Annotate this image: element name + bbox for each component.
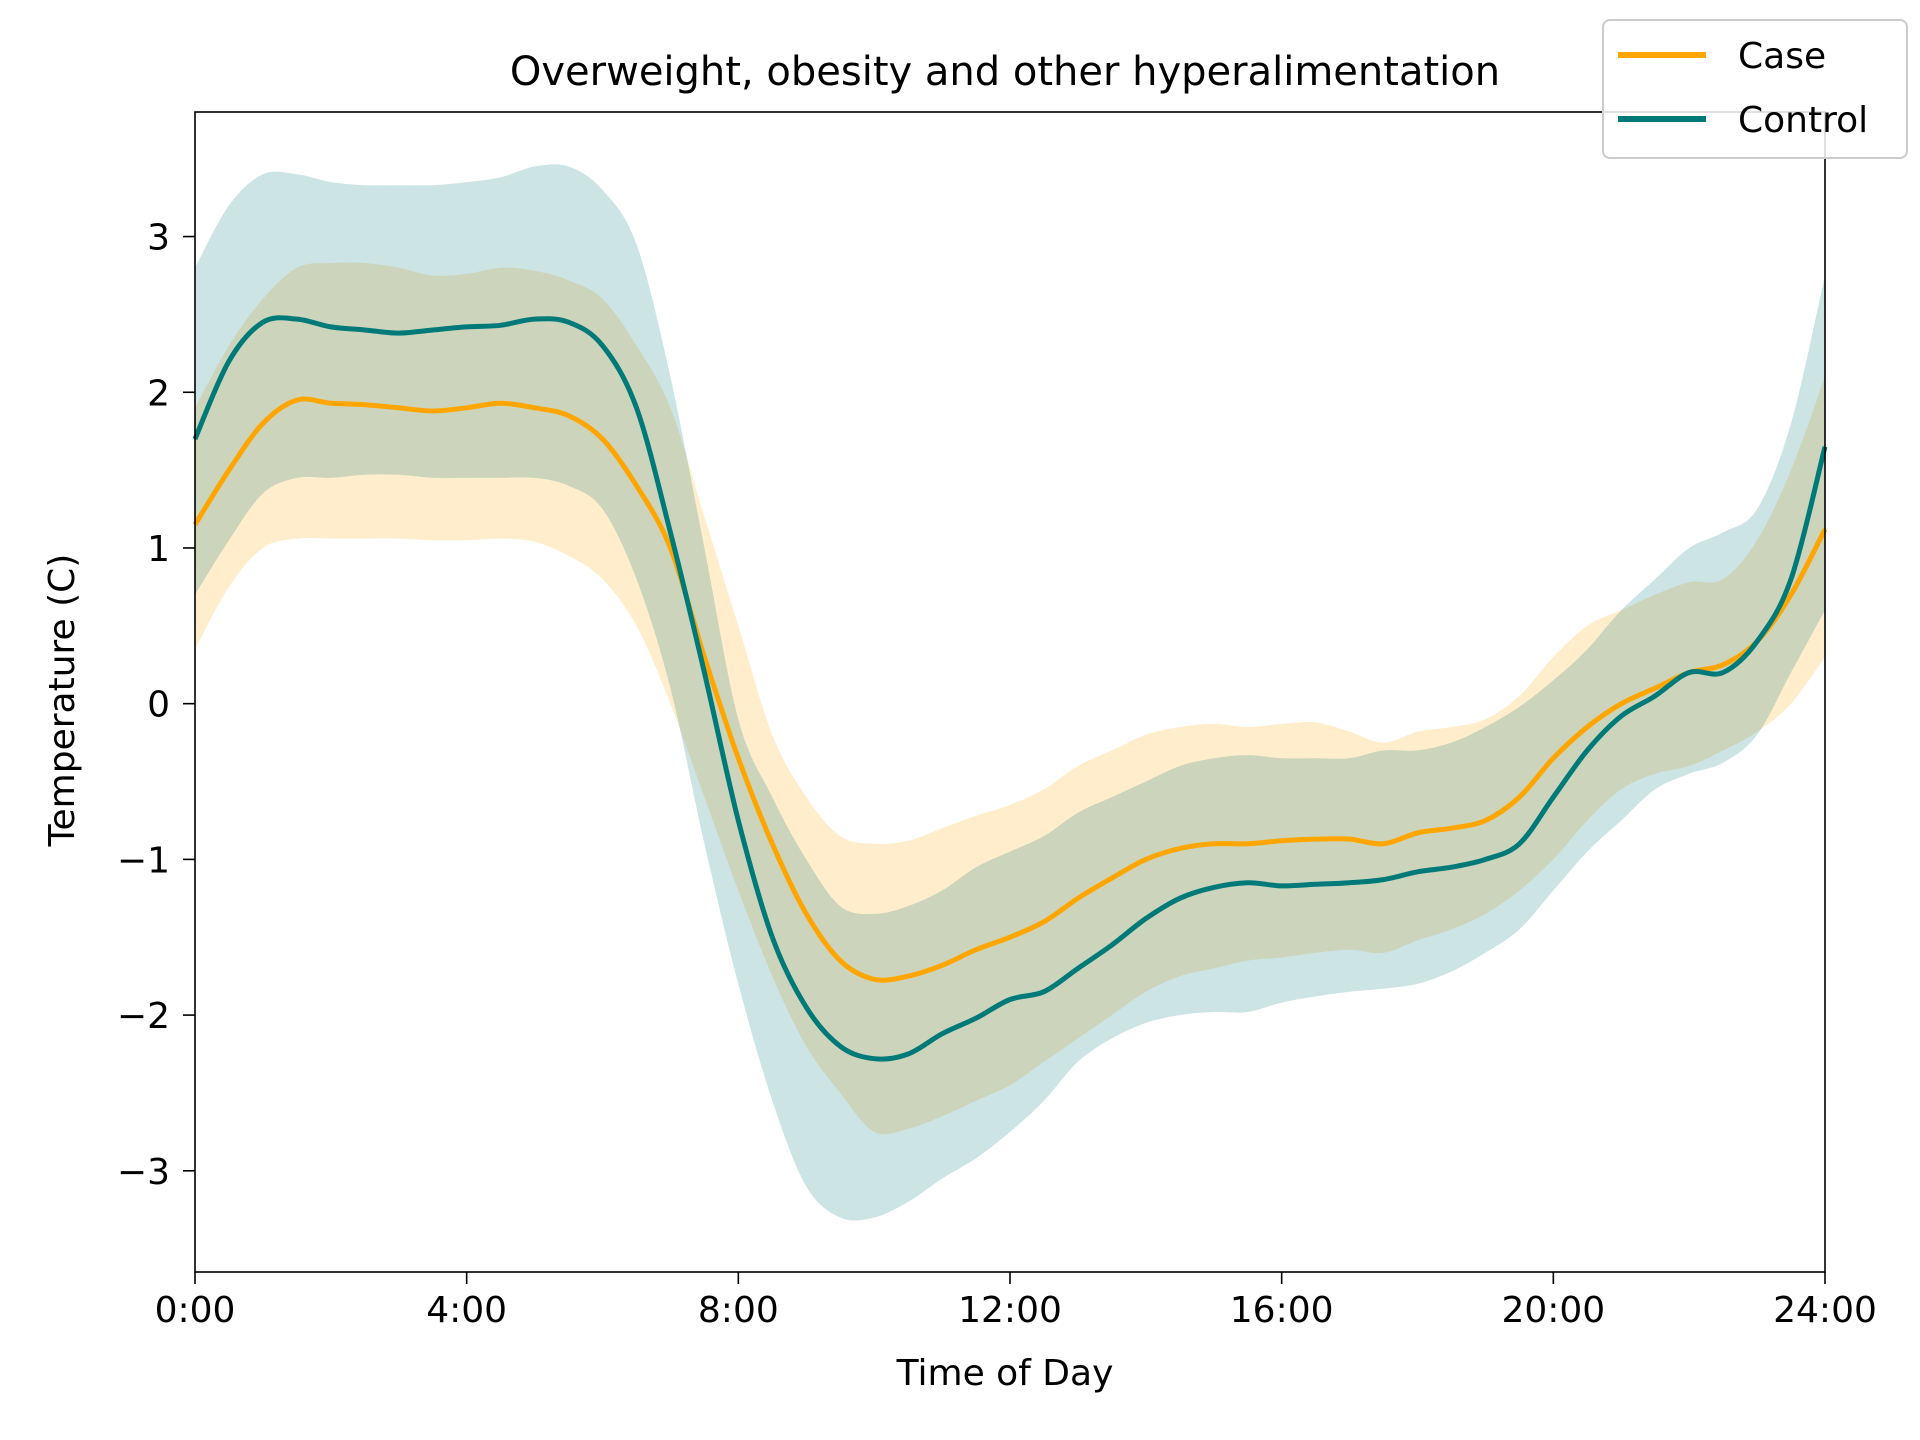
y-tick-label: −3	[117, 1152, 170, 1193]
series-lines	[192, 315, 1828, 1062]
chart-title: Overweight, obesity and other hyperalime…	[510, 49, 1500, 95]
series-line-control	[192, 315, 1828, 1062]
legend-label-case: Case	[1738, 36, 1826, 77]
x-tick-label: 20:00	[1501, 1290, 1605, 1331]
y-tick-label: 0	[147, 685, 170, 726]
x-tick-label: 12:00	[958, 1290, 1062, 1331]
x-tick-label: 8:00	[698, 1290, 779, 1331]
band-case	[195, 262, 1825, 1135]
series-line-case	[192, 396, 1828, 983]
legend: Case Control	[1602, 19, 1908, 159]
y-tick-label: 3	[147, 218, 170, 259]
y-axis-ticks: 3 2 1 0 −1 −2 −3	[117, 218, 195, 1193]
x-tick-label: 24:00	[1773, 1290, 1877, 1331]
y-axis-label: Temperature (C)	[42, 554, 83, 848]
y-tick-label: −1	[117, 840, 170, 881]
y-tick-label: 2	[147, 373, 170, 414]
x-tick-label: 4:00	[426, 1290, 507, 1331]
band-control	[195, 164, 1825, 1221]
confidence-bands	[195, 164, 1825, 1221]
y-tick-label: −2	[117, 996, 170, 1037]
x-axis-label: Time of Day	[896, 1353, 1114, 1394]
x-tick-label: 16:00	[1230, 1290, 1334, 1331]
x-tick-label: 0:00	[155, 1290, 236, 1331]
legend-label-control: Control	[1738, 100, 1868, 141]
y-tick-label: 1	[147, 529, 170, 570]
x-axis-ticks: 0:00 4:00 8:00 12:00 16:00 20:00 24:00	[155, 1272, 1877, 1331]
